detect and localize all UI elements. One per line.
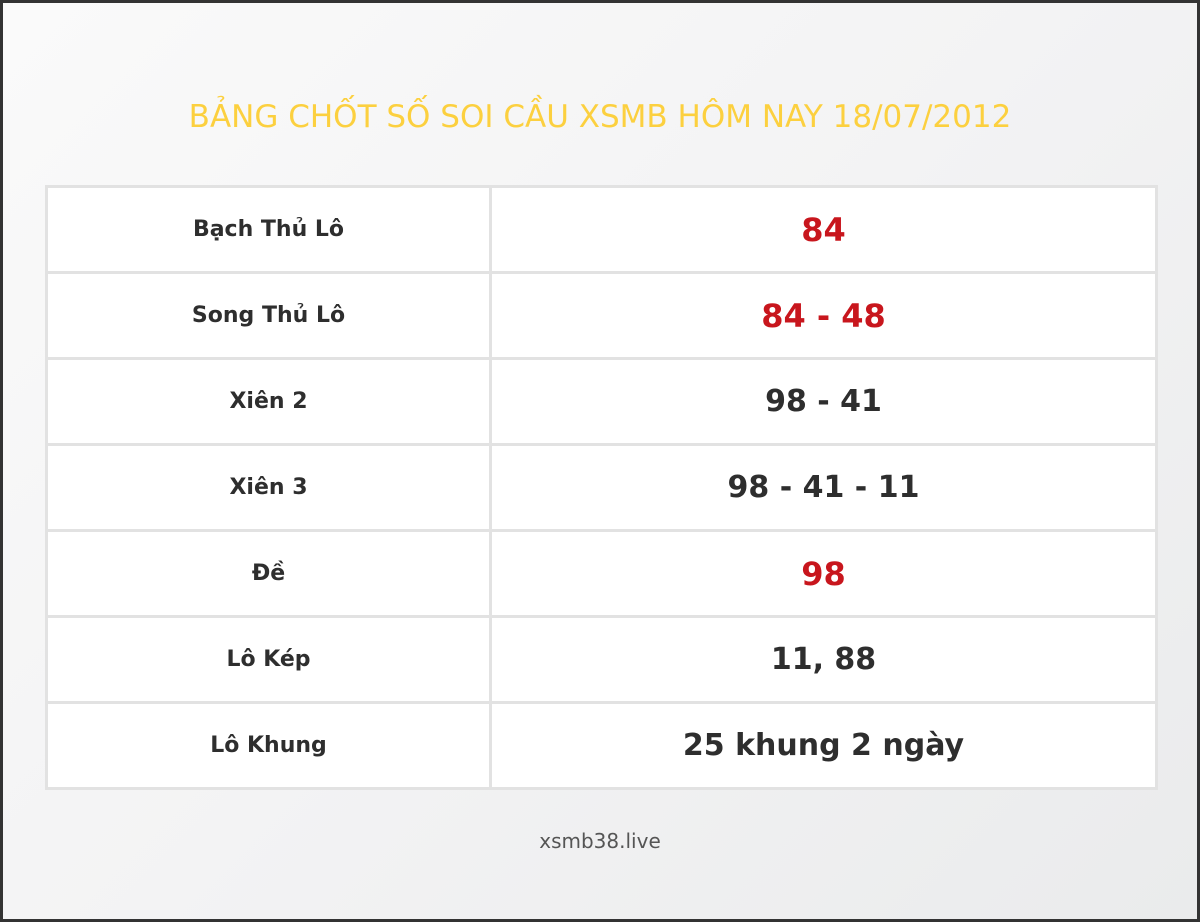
prediction-table: Bạch Thủ Lô 84 Song Thủ Lô 84 - 48 Xiên 2 98 … [45, 185, 1158, 790]
site-watermark: xsmb38.live [539, 829, 661, 853]
row-value: 11, 88 [492, 618, 1155, 701]
table-row: Bạch Thủ Lô 84 [48, 188, 1155, 271]
row-label: Bạch Thủ Lô [48, 188, 489, 271]
row-value: 98 - 41 [492, 360, 1155, 443]
row-label: Lô Kép [48, 618, 489, 701]
table-row: Xiên 2 98 - 41 [48, 360, 1155, 443]
row-value: 25 khung 2 ngày [492, 704, 1155, 787]
table-row: Đề 98 [48, 532, 1155, 615]
table-row: Lô Khung 25 khung 2 ngày [48, 704, 1155, 787]
page-title: BẢNG CHỐT SỐ SOI CẦU XSMB HÔM NAY 18/07/… [188, 99, 1012, 135]
row-label: Xiên 2 [48, 360, 489, 443]
table-row: Xiên 3 98 - 41 - 11 [48, 446, 1155, 529]
row-value: 98 [492, 532, 1155, 615]
table-row: Song Thủ Lô 84 - 48 [48, 274, 1155, 357]
row-value: 84 - 48 [492, 274, 1155, 357]
row-value: 84 [492, 188, 1155, 271]
row-label: Lô Khung [48, 704, 489, 787]
row-value: 98 - 41 - 11 [492, 446, 1155, 529]
row-label: Đề [48, 532, 489, 615]
row-label: Song Thủ Lô [48, 274, 489, 357]
row-label: Xiên 3 [48, 446, 489, 529]
table-row: Lô Kép 11, 88 [48, 618, 1155, 701]
